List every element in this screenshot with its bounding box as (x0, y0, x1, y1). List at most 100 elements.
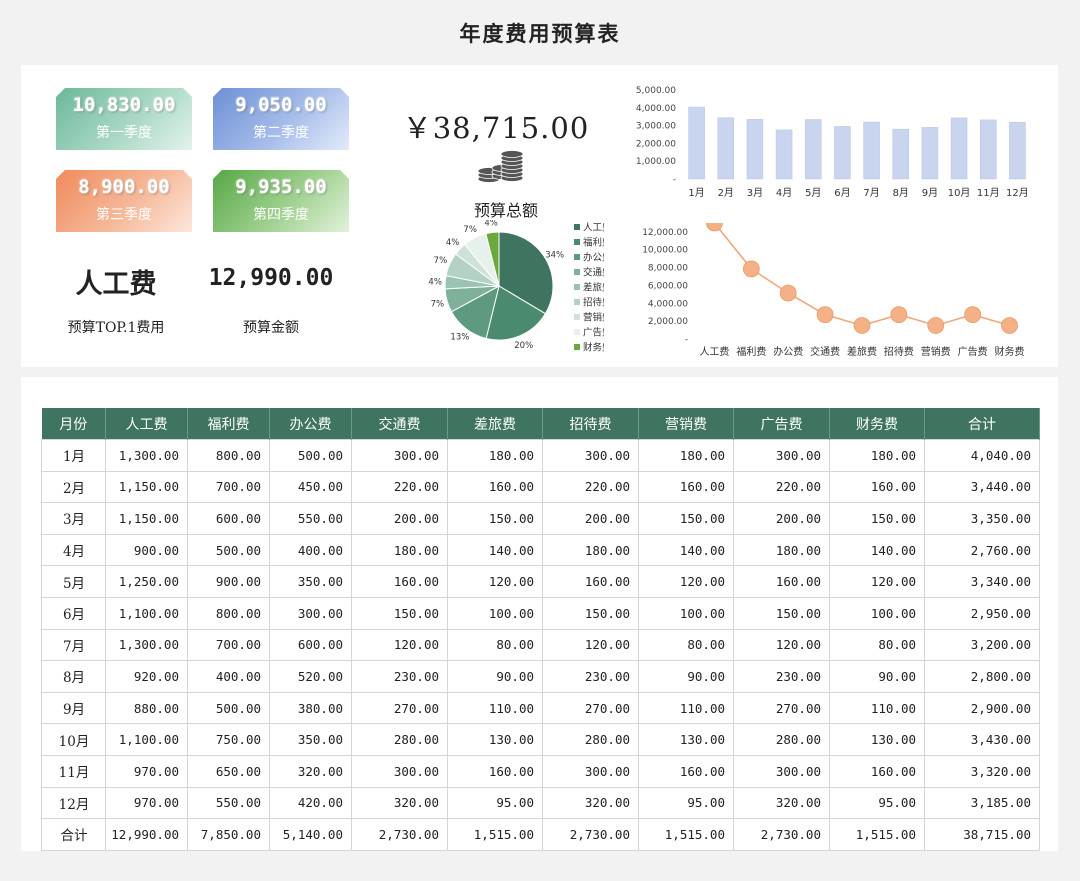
top-expense-name: 人工费 (75, 269, 157, 300)
table-cell: 130.00 (447, 723, 543, 756)
legend-entry: 差旅费 (583, 282, 604, 294)
coins-icon (477, 150, 524, 183)
table-cell: 920.00 (105, 660, 188, 693)
table-cell: 3,430.00 (924, 723, 1040, 756)
x-tick-label: 差旅费 (847, 345, 877, 358)
table-cell: 700.00 (187, 628, 270, 662)
table-cell: 160.00 (447, 470, 543, 504)
x-tick-label: 2月 (718, 187, 734, 199)
table-row: 7月 1,300.00 700.00 600.00 120.00 80.00 120.00 8… (41, 628, 1040, 662)
table-cell: 1,150.00 (105, 502, 188, 535)
legend-swatch (574, 224, 580, 230)
column-header: 福利费 (187, 408, 270, 440)
table-cell: 90.00 (447, 660, 543, 693)
page-title: 年度费用预算表 (459, 21, 621, 46)
data-point (927, 317, 945, 334)
table-cell: 150.00 (638, 502, 734, 535)
y-tick-label: 4,000.00 (648, 299, 688, 309)
table-cell: 120.00 (447, 565, 543, 598)
dashboard-panel: 10,830.00 第一季度 9,050.00 第二季度 8,900.00 第三… (21, 65, 1058, 367)
table-row: 1月 1,300.00 800.00 500.00 300.00 180.00 300.00… (41, 439, 1040, 472)
table-cell: 合计 (41, 818, 106, 851)
table-cell: 200.00 (351, 502, 448, 535)
y-tick-label: 2,000.00 (648, 317, 688, 327)
pie-slice (485, 285, 547, 341)
pie-percent-label: 4% (484, 220, 498, 228)
y-tick-label: 10,000.00 (642, 246, 688, 256)
table-cell: 180.00 (542, 533, 639, 567)
x-tick-label: 交通费 (810, 345, 840, 358)
x-tick-label: 1月 (688, 187, 704, 199)
legend-swatch (574, 344, 580, 350)
column-header: 差旅费 (447, 408, 543, 440)
table-cell: 220.00 (351, 470, 448, 504)
table-cell: 3,440.00 (924, 470, 1040, 504)
table-cell: 3,320.00 (924, 754, 1040, 788)
bar (863, 121, 880, 180)
quarter-card-4: 9,935.00 第四季度 (213, 170, 349, 232)
table-cell: 1月 (41, 439, 106, 472)
table-cell: 300.00 (733, 754, 830, 788)
column-header: 广告费 (733, 408, 830, 440)
table-cell: 160.00 (351, 565, 448, 598)
table-cell: 1,515.00 (447, 818, 543, 851)
column-header: 交通费 (351, 408, 448, 440)
x-tick-label: 9月 (922, 187, 938, 199)
table-header-row: 月份 人工费 福利费 办公费 交通费 差旅费 招待费 营销费 广告费 财务费 合计 (41, 408, 1040, 440)
y-tick-label: 6,000.00 (648, 281, 688, 291)
budget-table: 月份 人工费 福利费 办公费 交通费 差旅费 招待费 营销费 广告费 财务费 合计 1月 1,300.… (41, 408, 1040, 851)
line-chart: 14,000.0012,000.0010,000.008,000.006,000… (642, 223, 1025, 358)
table-cell: 2,760.00 (924, 533, 1040, 567)
table-cell: 880.00 (105, 691, 188, 725)
table-cell: 180.00 (447, 439, 543, 472)
quarter-label: 第三季度 (96, 207, 152, 223)
bar (980, 119, 997, 180)
table-cell: 160.00 (638, 470, 734, 504)
table-cell: 120.00 (542, 628, 639, 662)
quarter-label: 第一季度 (96, 125, 152, 141)
table-cell: 970.00 (105, 754, 188, 788)
table-cell: 650.00 (187, 754, 270, 788)
pie-percent-label: 20% (514, 341, 533, 351)
quarter-label: 第四季度 (253, 207, 309, 223)
table-cell: 230.00 (733, 660, 830, 693)
table-cell: 3,200.00 (924, 628, 1040, 662)
x-tick-label: 人工费 (699, 345, 729, 358)
table-cell: 1,250.00 (105, 565, 188, 598)
table-cell: 110.00 (638, 691, 734, 725)
table-cell: 280.00 (542, 723, 639, 756)
table-cell: 130.00 (638, 723, 734, 756)
table-cell: 120.00 (829, 565, 925, 598)
bar (775, 129, 793, 180)
table-cell: 5,140.00 (269, 818, 352, 851)
table-cell: 800.00 (187, 596, 270, 630)
table-cell: 280.00 (733, 723, 830, 756)
x-tick-label: 广告费 (958, 345, 988, 358)
x-tick-label: 招待费 (884, 345, 914, 358)
table-cell: 6月 (41, 596, 106, 630)
table-cell: 100.00 (638, 596, 734, 630)
table-cell: 3,340.00 (924, 565, 1040, 598)
table-row: 11月 970.00 650.00 320.00 300.00 160.00 300.00 1… (41, 754, 1040, 788)
table-cell: 120.00 (638, 565, 734, 598)
pie-percent-label: 13% (450, 333, 469, 343)
column-header: 人工费 (105, 408, 188, 440)
y-tick-label: - (685, 335, 688, 345)
legend-entry: 交通费 (583, 267, 604, 279)
table-cell: 1,100.00 (105, 596, 188, 630)
table-row: 12月 970.00 550.00 420.00 320.00 95.00 320.00 95… (41, 786, 1040, 820)
total-budget-amount: ￥38,715.00 (402, 111, 590, 145)
table-cell: 1,150.00 (105, 470, 188, 504)
table-cell: 80.00 (447, 628, 543, 662)
table-cell: 270.00 (351, 691, 448, 725)
pie-chart-title: 预算总额 (473, 201, 538, 220)
quarter-label: 第二季度 (253, 125, 309, 141)
y-tick-label: 5,000.00 (636, 86, 676, 96)
table-cell: 180.00 (733, 533, 830, 567)
table-cell: 270.00 (733, 691, 830, 725)
table-cell: 350.00 (269, 565, 352, 598)
table-cell: 8月 (41, 660, 106, 693)
table-cell: 180.00 (351, 533, 448, 567)
legend-entry: 财务费 (583, 342, 604, 354)
table-cell: 7月 (41, 628, 106, 662)
